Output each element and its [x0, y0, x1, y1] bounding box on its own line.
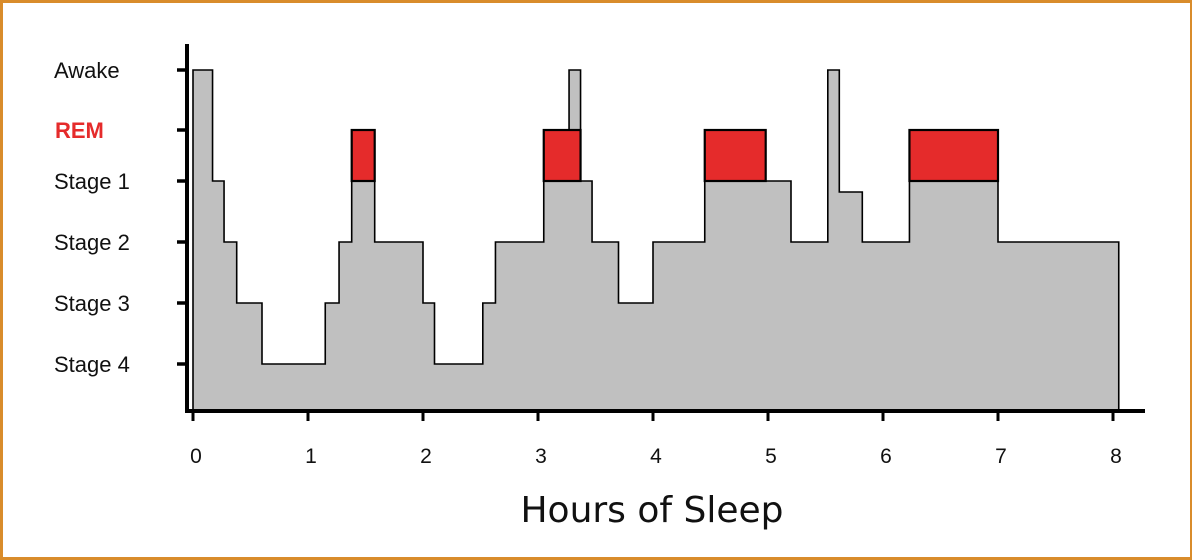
y-label-awake: Awake	[54, 58, 120, 83]
x-tick-label: 0	[190, 445, 202, 468]
hypnogram-area	[192, 69, 1120, 412]
x-tick-label: 3	[535, 445, 547, 468]
rem-period-3	[703, 128, 767, 183]
x-tick-label: 8	[1110, 445, 1122, 468]
x-axis-title: Hours of Sleep	[520, 490, 783, 531]
y-label-stage-1: Stage 1	[54, 169, 130, 194]
y-label-stage-4: Stage 4	[54, 352, 130, 377]
rem-period-1	[350, 128, 376, 183]
y-label-rem: REM	[55, 118, 104, 143]
x-tick-label: 2	[420, 445, 432, 468]
y-label-stage-2: Stage 2	[54, 230, 130, 255]
rem-period-4	[908, 128, 1000, 183]
y-label-stage-3: Stage 3	[54, 291, 130, 316]
x-tick-label: 6	[880, 445, 892, 468]
x-tick-label: 4	[650, 445, 662, 468]
x-tick-label: 1	[305, 445, 317, 468]
rem-period-2	[542, 128, 582, 183]
x-tick-label: 5	[765, 445, 777, 468]
x-tick-label: 7	[995, 445, 1007, 468]
